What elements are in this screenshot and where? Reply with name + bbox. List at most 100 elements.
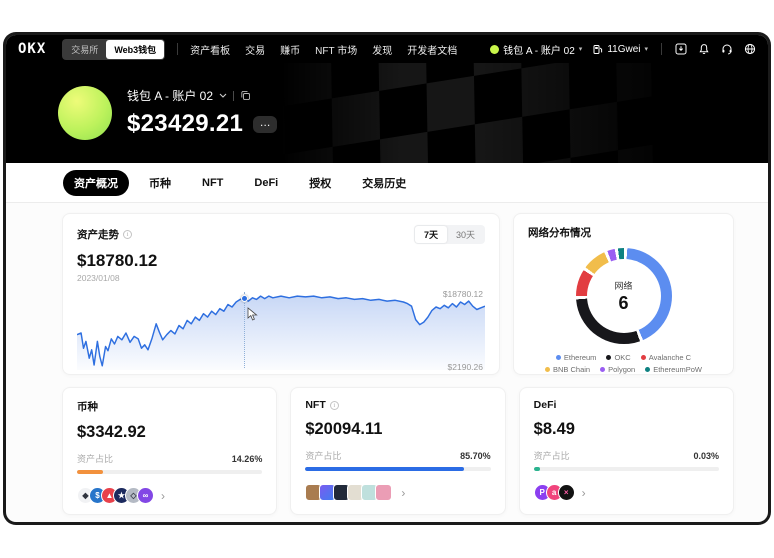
toggle-exchange[interactable]: 交易所 bbox=[71, 44, 99, 55]
tab-defi[interactable]: DeFi bbox=[254, 176, 279, 189]
gas-price-chip[interactable]: 11Gwei ▾ bbox=[593, 44, 648, 55]
wallet-account-label: 钱包 A - 账户 02 bbox=[503, 45, 575, 57]
legend-item-bnb-chain: BNB Chain bbox=[545, 365, 590, 374]
download-app-button[interactable] bbox=[675, 43, 687, 55]
defi-ratio-value: 0.03% bbox=[693, 450, 719, 461]
wallet-avatar bbox=[58, 86, 112, 140]
defi-expand-chevron[interactable]: › bbox=[581, 485, 586, 500]
total-balance: $23429.21 bbox=[127, 110, 244, 137]
tab-nft[interactable]: NFT bbox=[202, 176, 224, 189]
legend-item-ethereumpow: EthereumPoW bbox=[645, 365, 702, 374]
nft-expand-chevron[interactable]: › bbox=[401, 485, 406, 500]
more-actions-button[interactable]: … bbox=[253, 115, 278, 133]
charts-row: 资产走势 i 7天 30天 $18780.12 2023/01/08 bbox=[62, 213, 734, 375]
globe-icon bbox=[744, 43, 756, 55]
legend-item-ethereum: Ethereum bbox=[555, 353, 596, 362]
nav-link-assets-dashboard[interactable]: 资产看板 bbox=[190, 45, 231, 57]
token-icon-matic: ∞ bbox=[137, 487, 154, 504]
main-content: 资产走势 i 7天 30天 $18780.12 2023/01/08 bbox=[6, 203, 768, 515]
chevron-down-icon: ▾ bbox=[578, 46, 583, 53]
tab-history[interactable]: 交易历史 bbox=[362, 177, 407, 190]
tab-asset-overview[interactable]: 资产概况 bbox=[63, 169, 129, 196]
legend-dot bbox=[555, 355, 561, 360]
nft-thumbnails: › bbox=[305, 484, 490, 501]
defi-card-title: DeFi bbox=[533, 399, 557, 411]
legend-item-polygon: Polygon bbox=[600, 365, 635, 374]
hero-shade bbox=[6, 63, 768, 163]
network-donut-chart: 网络 6 bbox=[575, 248, 672, 344]
wallet-account-chip[interactable]: 钱包 A - 账户 02 ▾ bbox=[490, 42, 582, 57]
coins-token-icons: ◆ $ ▲ ★ ◇ ∞ › bbox=[77, 487, 262, 504]
nav-link-discover[interactable]: 发现 bbox=[372, 45, 393, 57]
chevron-down-icon: ▾ bbox=[644, 46, 648, 53]
nav-link-trade[interactable]: 交易 bbox=[245, 45, 266, 57]
nft-progress-fill bbox=[305, 467, 465, 471]
notifications-button[interactable] bbox=[698, 43, 710, 55]
legend-dot bbox=[606, 355, 612, 360]
info-icon: i bbox=[123, 230, 132, 239]
wallet-name: 钱包 A - 账户 02 bbox=[127, 89, 214, 103]
trend-chart[interactable]: $18780.12 $2190.26 bbox=[77, 284, 485, 372]
range-30d-button[interactable]: 30天 bbox=[455, 230, 475, 240]
nav-right: 钱包 A - 账户 02 ▾ 11Gwei ▾ bbox=[490, 42, 756, 57]
trend-current-date: 2023/01/08 bbox=[77, 273, 120, 283]
trend-line-svg bbox=[77, 295, 485, 370]
donut-center-value: 6 bbox=[618, 292, 629, 313]
nft-ratio-value: 85.70% bbox=[460, 450, 491, 461]
defi-card: DeFi $8.49 资产占比 0.03% P a × › bbox=[518, 387, 734, 515]
wallet-hero: 钱包 A - 账户 02 $23429.21 … bbox=[6, 63, 768, 163]
defi-ratio-label: 资产占比 bbox=[533, 451, 570, 461]
legend-item-avalanche: Avalanche C bbox=[640, 353, 691, 362]
network-legend: Ethereum OKC Avalanche C BNB Chain Polyg… bbox=[528, 353, 719, 374]
nft-value: $20094.11 bbox=[305, 420, 383, 438]
nft-thumbnail bbox=[375, 484, 393, 501]
nav-link-dev-docs[interactable]: 开发者文档 bbox=[407, 45, 458, 57]
info-icon: i bbox=[329, 400, 339, 410]
nft-progress-track bbox=[305, 467, 491, 471]
legend-dot bbox=[640, 355, 646, 360]
legend-dot bbox=[600, 367, 606, 372]
gas-pump-icon bbox=[593, 44, 603, 54]
hero-divider bbox=[233, 90, 235, 101]
nav-link-nft-market[interactable]: NFT 市场 bbox=[315, 45, 358, 57]
coins-expand-chevron[interactable]: › bbox=[161, 488, 165, 503]
coins-progress-fill bbox=[77, 470, 104, 474]
language-button[interactable] bbox=[744, 43, 756, 55]
defi-app-icons: P a × › bbox=[533, 484, 719, 501]
coins-card-title: 币种 bbox=[77, 401, 98, 413]
balance-row: $23429.21 … bbox=[127, 110, 278, 138]
defi-value: $8.49 bbox=[533, 420, 575, 438]
legend-dot bbox=[545, 367, 550, 372]
y-max-label: $18780.12 bbox=[442, 289, 483, 299]
coins-progress-track bbox=[77, 470, 263, 474]
y-min-label: $2190.26 bbox=[447, 362, 483, 372]
nft-card-title: NFT bbox=[305, 399, 326, 411]
gas-price-label: 11Gwei bbox=[607, 43, 641, 55]
nav-link-earn[interactable]: 赚币 bbox=[280, 45, 301, 57]
donut-center: 网络 6 bbox=[586, 259, 661, 333]
nav-divider bbox=[661, 43, 662, 55]
tab-coins[interactable]: 币种 bbox=[149, 177, 171, 190]
trend-title: 资产走势 bbox=[77, 229, 119, 241]
asset-cards-row: 币种 $3342.92 资产占比 14.26% ◆ $ ▲ ★ bbox=[62, 387, 734, 515]
wallet-name-row: 钱包 A - 账户 02 bbox=[127, 87, 277, 104]
range-7d-button[interactable]: 7天 bbox=[414, 226, 447, 243]
coins-ratio-label: 资产占比 bbox=[77, 454, 114, 464]
defi-progress-track bbox=[533, 467, 719, 471]
top-navbar: OKX 交易所 Web3钱包 资产看板 交易 赚币 NFT 市场 发现 开发者文… bbox=[6, 35, 768, 63]
copy-address-icon[interactable] bbox=[240, 90, 251, 101]
tab-approvals[interactable]: 授权 bbox=[309, 177, 332, 190]
chevron-down-icon[interactable] bbox=[219, 93, 227, 98]
trend-current-value: $18780.12 bbox=[77, 251, 158, 270]
support-button[interactable] bbox=[721, 43, 733, 55]
hero-text: 钱包 A - 账户 02 $23429.21 … bbox=[127, 87, 278, 138]
range-switcher: 7天 30天 bbox=[413, 225, 485, 244]
network-card-title: 网络分布情况 bbox=[528, 227, 591, 239]
coins-ratio-value: 14.26% bbox=[231, 453, 263, 464]
toggle-web3-wallet[interactable]: Web3钱包 bbox=[106, 39, 165, 59]
mouse-cursor-icon bbox=[247, 306, 258, 321]
download-icon bbox=[675, 43, 687, 55]
legend-item-okc: OKC bbox=[606, 353, 631, 362]
defi-app-icon: × bbox=[557, 484, 575, 501]
